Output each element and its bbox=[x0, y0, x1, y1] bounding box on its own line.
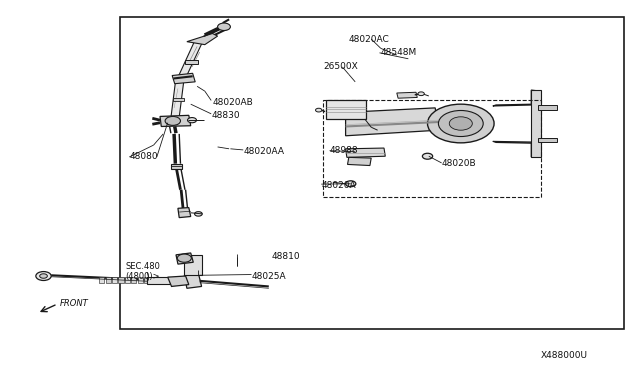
Polygon shape bbox=[138, 277, 143, 283]
Polygon shape bbox=[397, 92, 417, 98]
Circle shape bbox=[36, 272, 51, 280]
Polygon shape bbox=[106, 277, 111, 283]
Circle shape bbox=[422, 153, 433, 159]
Polygon shape bbox=[538, 138, 557, 142]
Polygon shape bbox=[178, 208, 191, 218]
Bar bbox=[173, 98, 184, 101]
Polygon shape bbox=[99, 277, 104, 283]
Bar bbox=[531, 90, 541, 157]
Bar bbox=[147, 277, 170, 284]
Text: 48548M: 48548M bbox=[381, 48, 417, 57]
Polygon shape bbox=[184, 273, 202, 288]
Circle shape bbox=[316, 108, 322, 112]
Circle shape bbox=[449, 117, 472, 130]
Polygon shape bbox=[346, 148, 385, 157]
Bar bbox=[185, 60, 198, 64]
Text: SEC.480
(4800)>: SEC.480 (4800)> bbox=[125, 262, 160, 281]
Polygon shape bbox=[160, 115, 191, 126]
Circle shape bbox=[428, 104, 494, 143]
Bar bbox=[323, 100, 541, 197]
Circle shape bbox=[165, 116, 180, 125]
Polygon shape bbox=[112, 277, 117, 283]
Circle shape bbox=[188, 118, 196, 123]
Polygon shape bbox=[346, 108, 438, 136]
Polygon shape bbox=[538, 105, 557, 110]
Circle shape bbox=[177, 254, 191, 262]
Polygon shape bbox=[118, 277, 124, 283]
Polygon shape bbox=[171, 164, 182, 169]
Text: 48020AC: 48020AC bbox=[349, 35, 390, 44]
Circle shape bbox=[418, 92, 424, 96]
Bar bbox=[120, 17, 624, 329]
Bar bbox=[184, 255, 202, 275]
Circle shape bbox=[438, 110, 483, 137]
Circle shape bbox=[346, 181, 356, 187]
Polygon shape bbox=[493, 141, 541, 157]
Polygon shape bbox=[144, 277, 149, 283]
Polygon shape bbox=[171, 82, 184, 118]
Circle shape bbox=[195, 212, 202, 216]
Polygon shape bbox=[348, 157, 371, 166]
Text: 48020AA: 48020AA bbox=[243, 147, 284, 155]
Text: 48988: 48988 bbox=[330, 146, 358, 155]
Bar bbox=[326, 100, 366, 119]
Polygon shape bbox=[178, 40, 204, 78]
Polygon shape bbox=[172, 73, 195, 84]
Polygon shape bbox=[150, 277, 156, 283]
Text: 48020AB: 48020AB bbox=[212, 98, 253, 107]
Text: 48020B: 48020B bbox=[442, 159, 476, 168]
Text: 48020A: 48020A bbox=[322, 181, 356, 190]
Text: FRONT: FRONT bbox=[60, 299, 88, 308]
Circle shape bbox=[40, 274, 47, 278]
Polygon shape bbox=[176, 253, 193, 264]
Polygon shape bbox=[125, 277, 130, 283]
Text: 26500X: 26500X bbox=[323, 62, 358, 71]
Circle shape bbox=[218, 23, 230, 31]
Text: X488000U: X488000U bbox=[541, 351, 588, 360]
Text: 48025A: 48025A bbox=[252, 272, 286, 280]
Polygon shape bbox=[131, 277, 136, 283]
Text: 48810: 48810 bbox=[272, 252, 301, 261]
Polygon shape bbox=[493, 90, 541, 106]
Text: 48830: 48830 bbox=[211, 111, 240, 120]
Polygon shape bbox=[168, 276, 189, 286]
Polygon shape bbox=[187, 33, 218, 45]
Text: 48080: 48080 bbox=[129, 153, 158, 161]
